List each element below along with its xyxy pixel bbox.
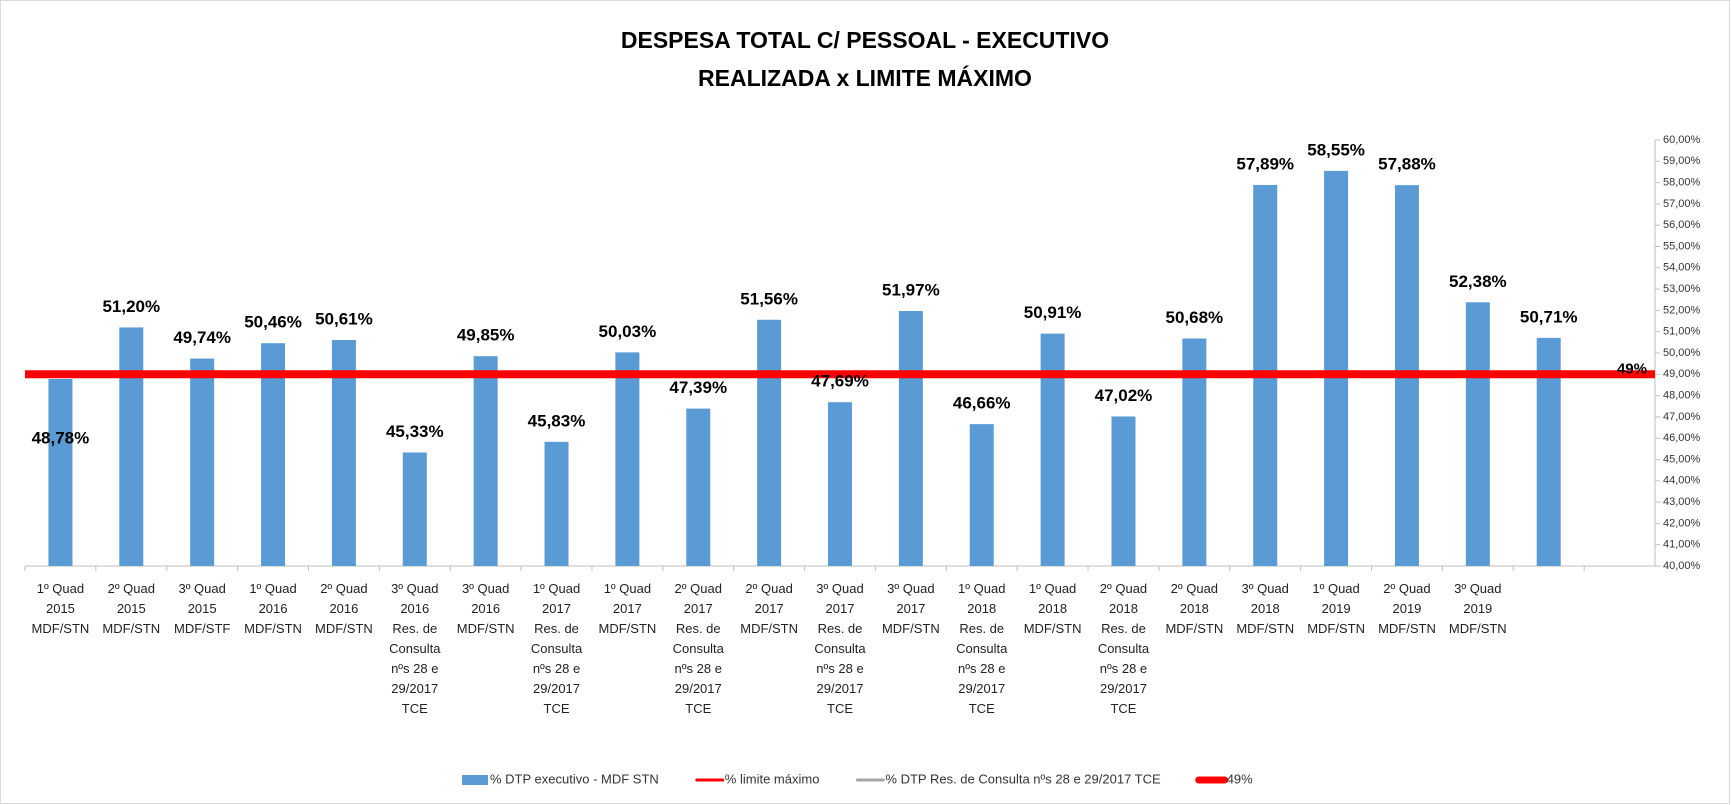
x-tick-label: 3º Quad 2016 MDF/STN xyxy=(457,581,515,636)
y-tick-label: 52,00% xyxy=(1663,304,1701,316)
data-label: 50,61% xyxy=(315,309,373,328)
bar xyxy=(898,311,923,566)
x-tick-label: 1º Quad 2017 Res. de Consulta nºs 28 e 29/201… xyxy=(531,581,583,716)
x-tick-label: 3º Quad 2019 MDF/STN xyxy=(1449,581,1507,636)
data-label: 45,33% xyxy=(386,422,444,441)
bar xyxy=(828,402,852,566)
chart-title: DESPESA TOTAL C/ PESSOAL - EXECUTIVO xyxy=(621,27,1109,53)
bar xyxy=(48,378,73,566)
data-label: 50,46% xyxy=(244,313,302,332)
data-label: 57,89% xyxy=(1236,154,1294,173)
x-tick-label: 2º Quad 2016 MDF/STN xyxy=(315,581,373,636)
data-label: 51,97% xyxy=(882,281,940,300)
data-label: 49,85% xyxy=(457,326,515,345)
y-tick-label: 55,00% xyxy=(1663,240,1701,252)
bar xyxy=(615,352,640,566)
bar xyxy=(119,327,144,566)
x-tick-label: 1º Quad 2016 MDF/STN xyxy=(244,581,302,636)
x-tick-label: 1º Quad 2018 MDF/STN xyxy=(1024,581,1082,636)
legend-swatch xyxy=(462,775,488,785)
x-tick-label: 1º Quad 2018 Res. de Consulta nºs 28 e 29/201… xyxy=(956,581,1008,716)
data-label: 48,78% xyxy=(32,428,90,447)
data-label: 47,02% xyxy=(1095,386,1153,405)
x-tick-label: 3º Quad 2016 Res. de Consulta nºs 28 e 29/201… xyxy=(389,581,441,716)
x-tick-label: 1º Quad 2017 MDF/STN xyxy=(599,581,657,636)
x-tick-label: 2º Quad 2018 MDF/STN xyxy=(1165,581,1223,636)
x-tick-label: 3º Quad 2018 MDF/STN xyxy=(1236,581,1294,636)
bar xyxy=(757,319,782,566)
legend-label: 49% xyxy=(1227,771,1253,786)
y-tick-label: 54,00% xyxy=(1663,262,1701,274)
x-tick-label: 3º Quad 2017 Res. de Consulta nºs 28 e 29/201… xyxy=(814,581,866,716)
y-tick-label: 42,00% xyxy=(1663,517,1701,529)
bar xyxy=(261,343,286,566)
bar xyxy=(190,358,215,566)
data-label: 49,74% xyxy=(173,328,231,347)
data-label: 57,88% xyxy=(1378,155,1436,174)
x-tick-label: 3º Quad 2017 MDF/STN xyxy=(882,581,940,636)
bar xyxy=(544,441,569,566)
y-tick-label: 58,00% xyxy=(1663,177,1701,189)
chart-subtitle: REALIZADA x LIMITE MÁXIMO xyxy=(698,64,1032,91)
bar xyxy=(473,356,498,566)
bar xyxy=(1111,416,1136,566)
limit-label: 49% xyxy=(1617,360,1647,377)
legend-label: % limite máximo xyxy=(725,771,820,786)
data-label: 52,38% xyxy=(1449,272,1507,291)
x-tick-label: 2º Quad 2018 Res. de Consulta nºs 28 e 29/201… xyxy=(1098,581,1150,716)
y-tick-label: 53,00% xyxy=(1663,283,1701,295)
x-tick-label: 3º Quad 2015 MDF/STF xyxy=(174,581,230,636)
y-tick-label: 41,00% xyxy=(1663,539,1701,551)
data-label: 47,39% xyxy=(669,378,727,397)
y-tick-label: 40,00% xyxy=(1663,560,1701,572)
x-tick-label: 2º Quad 2015 MDF/STN xyxy=(102,581,160,636)
y-tick-label: 56,00% xyxy=(1663,219,1701,231)
y-tick-label: 43,00% xyxy=(1663,496,1701,508)
data-label: 50,68% xyxy=(1166,308,1224,327)
bar xyxy=(1040,333,1065,566)
data-label: 50,91% xyxy=(1024,303,1082,322)
data-label: 51,20% xyxy=(102,297,160,316)
x-tick-label: 1º Quad 2015 MDF/STN xyxy=(32,581,90,636)
x-tick-label: 2º Quad 2017 MDF/STN xyxy=(740,581,798,636)
y-tick-label: 48,00% xyxy=(1663,390,1701,402)
data-label: 58,55% xyxy=(1307,140,1365,159)
data-label: 45,83% xyxy=(528,411,586,430)
legend-label: % DTP executivo - MDF STN xyxy=(490,771,659,786)
data-label: 47,69% xyxy=(811,372,869,391)
y-tick-label: 57,00% xyxy=(1663,198,1701,210)
y-tick-label: 49,00% xyxy=(1663,368,1701,380)
x-tick-label: 1º Quad 2019 MDF/STN xyxy=(1307,581,1365,636)
x-tick-label: 2º Quad 2017 Res. de Consulta nºs 28 e 29/201… xyxy=(673,581,725,716)
y-tick-label: 47,00% xyxy=(1663,411,1701,423)
bar xyxy=(969,424,994,566)
bar xyxy=(402,452,427,566)
y-tick-label: 50,00% xyxy=(1663,347,1701,359)
y-tick-label: 46,00% xyxy=(1663,432,1701,444)
bar xyxy=(686,408,711,566)
y-tick-label: 44,00% xyxy=(1663,475,1701,487)
data-label: 46,66% xyxy=(953,394,1011,413)
legend-label: % DTP Res. de Consulta nºs 28 e 29/2017 … xyxy=(885,771,1161,786)
data-label: 50,71% xyxy=(1520,307,1578,326)
bar xyxy=(1324,170,1349,566)
y-tick-label: 45,00% xyxy=(1663,453,1701,465)
data-label: 50,03% xyxy=(599,322,657,341)
bar xyxy=(1465,302,1490,566)
y-tick-label: 59,00% xyxy=(1663,155,1701,167)
y-tick-label: 60,00% xyxy=(1663,134,1701,146)
x-tick-label: 2º Quad 2019 MDF/STN xyxy=(1378,581,1436,636)
data-label: 51,56% xyxy=(740,289,798,308)
y-tick-label: 51,00% xyxy=(1663,326,1701,338)
